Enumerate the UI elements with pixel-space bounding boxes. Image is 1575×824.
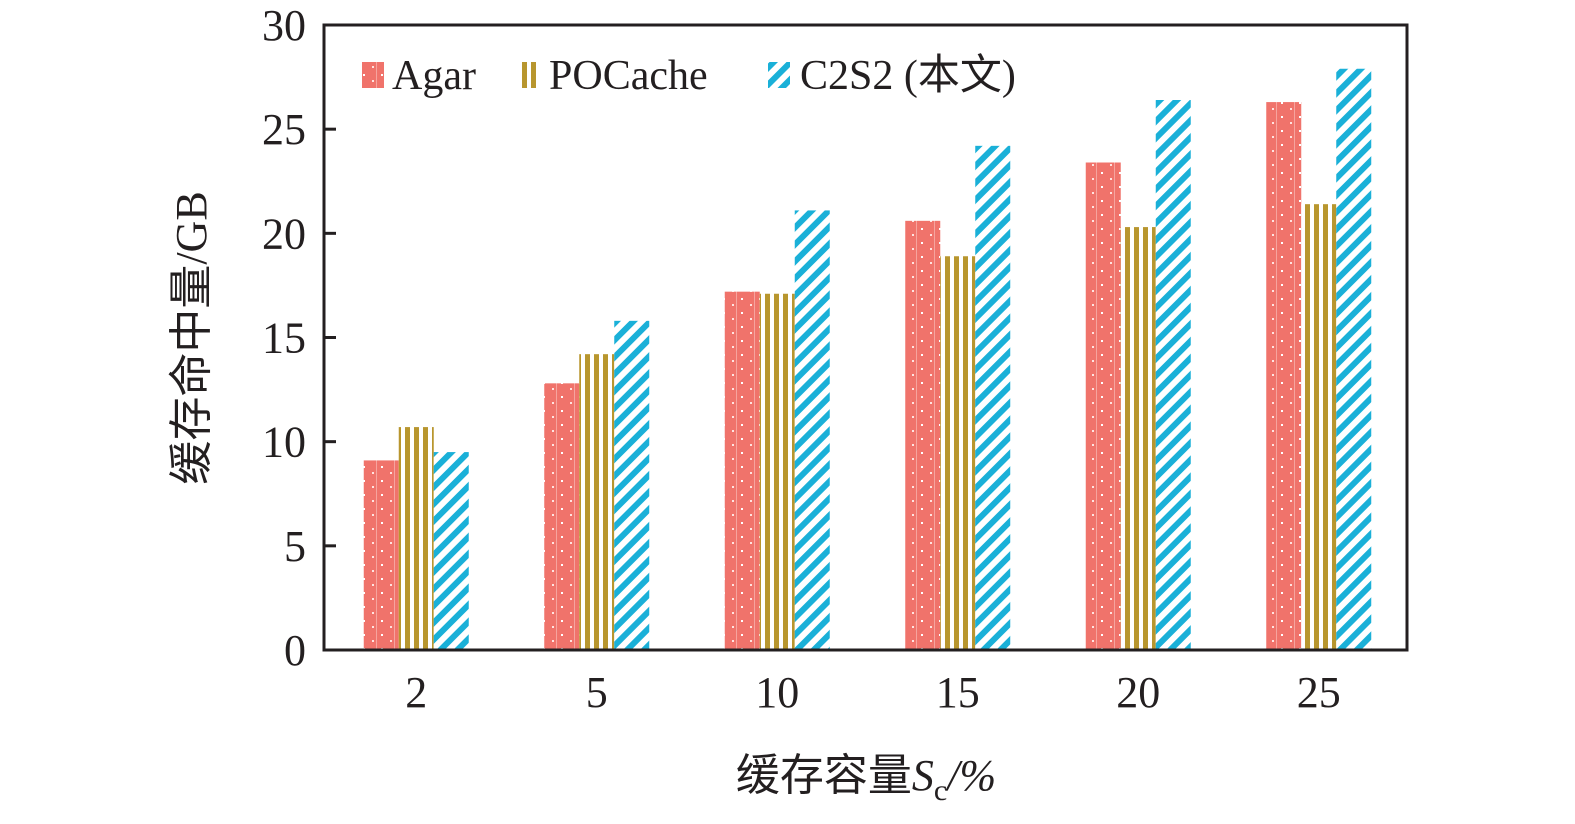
bar-c2s2-2 <box>433 452 469 650</box>
bar-c2s2-25 <box>1336 68 1372 650</box>
x-tick-label: 20 <box>1116 668 1160 717</box>
y-tick-label: 5 <box>284 522 306 571</box>
legend-swatch-c2s2 <box>768 62 790 88</box>
x-axis-label-sub: c <box>934 774 947 807</box>
x-tick-label: 25 <box>1297 668 1341 717</box>
bar-agar-25 <box>1266 102 1302 651</box>
legend-label-c2s2: C2S2 (本文) <box>800 52 1016 99</box>
x-tick-label: 2 <box>405 668 427 717</box>
x-axis-label-unit: /% <box>944 751 996 800</box>
y-axis-ticks: 0 5 10 15 20 25 30 <box>262 1 336 675</box>
y-axis-label: 缓存命中量/GB <box>167 191 216 484</box>
bar-pocache-25 <box>1301 204 1337 650</box>
bar-agar-2 <box>363 460 399 650</box>
y-tick-label: 20 <box>262 209 306 258</box>
bar-pocache-20 <box>1120 227 1156 651</box>
y-tick-label: 15 <box>262 314 306 363</box>
bar-agar-20 <box>1085 162 1121 650</box>
plot-frame <box>322 23 1409 652</box>
bar-agar-15 <box>905 220 941 651</box>
y-tick-label: 10 <box>262 418 306 467</box>
bar-agar-5 <box>544 383 580 650</box>
bar-agar-10 <box>724 291 760 650</box>
legend-swatch-agar <box>362 62 384 88</box>
y-tick-label: 0 <box>284 626 306 675</box>
legend-label-pocache: POCache <box>549 53 708 99</box>
bar-pocache-10 <box>759 293 795 650</box>
bars-group <box>363 68 1372 651</box>
x-axis-label: 缓存容量Sc/% <box>736 751 996 807</box>
bar-pocache-2 <box>398 427 434 650</box>
y-tick-label: 25 <box>262 105 306 154</box>
legend: Agar POCache C2S2 (本文) <box>362 52 1016 99</box>
bar-c2s2-20 <box>1155 100 1191 650</box>
legend-label-agar: Agar <box>392 53 476 99</box>
x-tick-label: 5 <box>586 668 608 717</box>
x-axis-label-var: S <box>912 751 934 800</box>
y-tick-label: 30 <box>262 1 306 50</box>
bar-c2s2-15 <box>975 145 1011 651</box>
bar-c2s2-10 <box>794 210 830 650</box>
x-tick-label: 10 <box>755 668 799 717</box>
x-axis-ticks: 2 5 10 15 20 25 <box>405 668 1341 717</box>
bar-pocache-15 <box>940 256 976 650</box>
x-tick-label: 15 <box>936 668 980 717</box>
legend-swatch-pocache <box>522 62 540 88</box>
x-axis-label-text: 缓存容量 <box>736 751 912 800</box>
bar-pocache-5 <box>579 354 615 650</box>
bar-c2s2-5 <box>614 320 650 650</box>
